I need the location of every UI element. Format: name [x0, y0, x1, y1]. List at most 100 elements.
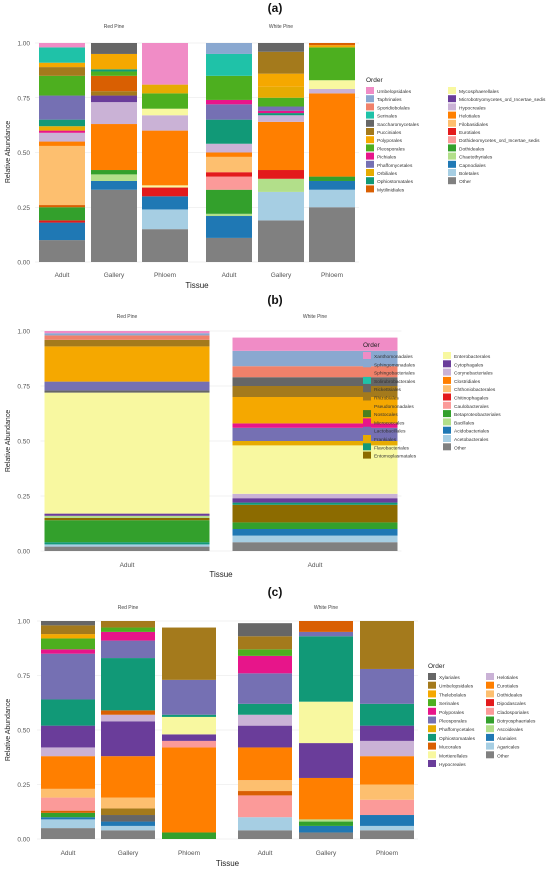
legend-label: Sphingobacteriales: [374, 371, 415, 377]
facet-title: White Pine: [269, 24, 293, 30]
legend-title: Order: [366, 77, 383, 84]
legend-label: Acetobacterales: [454, 437, 489, 443]
legend-label: Solirubrobacterales: [374, 379, 416, 385]
bar-segment: [41, 699, 95, 726]
bar-segment: [360, 799, 414, 816]
bar-segment: [238, 791, 292, 796]
bar-segment: [206, 172, 252, 177]
y-axis-title: Relative Abundance: [5, 121, 12, 183]
bar-segment: [258, 43, 304, 52]
legend-swatch: [428, 681, 436, 689]
bar-segment: [299, 621, 353, 632]
bar-segment: [206, 119, 252, 144]
bar-segment: [162, 747, 216, 833]
legend-swatch: [443, 352, 451, 359]
x-tick-label: Phloem: [376, 850, 398, 857]
bar-segment: [44, 333, 210, 336]
panel-label: (a): [268, 1, 283, 15]
bar-segment: [206, 189, 252, 214]
legend-label: Pichiales: [377, 155, 397, 161]
bar-segment: [299, 821, 353, 826]
legend-swatch: [486, 716, 494, 724]
legend-label: Chthoniobacterales: [454, 387, 496, 393]
legend-swatch: [363, 435, 371, 442]
legend-swatch: [428, 733, 436, 741]
legend-swatch: [448, 177, 456, 185]
bar-segment: [258, 220, 304, 262]
legend-swatch: [363, 368, 371, 376]
bar-segment: [39, 43, 85, 48]
legend-swatch: [443, 435, 451, 442]
y-axis-title: Relative Abundance: [5, 699, 12, 761]
legend-label: Serinales: [377, 114, 398, 120]
legend-swatch: [366, 111, 374, 119]
legend-swatch: [363, 376, 371, 384]
panel-b: (b) 0.00 0.25 0.50 0.75 1.00 Red Pine White Pin…: [5, 293, 501, 579]
bar-segment: [309, 88, 355, 94]
bar-segment: [101, 710, 155, 715]
legend-swatch: [366, 128, 374, 135]
legend-swatch: [366, 119, 374, 127]
y-tick-label: 1.00: [17, 329, 30, 336]
legend-label: Flavobacteriales: [374, 445, 410, 451]
bar-segment: [360, 668, 414, 704]
legend-label: Alaniales: [497, 736, 517, 742]
y-tick-label: 0.75: [17, 384, 30, 391]
legend-swatch: [448, 160, 456, 168]
x-tick-label: Adult: [61, 850, 76, 857]
legend-label: Helotiales: [459, 114, 481, 120]
bar-segment: [44, 520, 210, 543]
legend-swatch: [366, 136, 374, 144]
facet-title: Red Pine: [104, 24, 125, 30]
bar-segment: [39, 132, 85, 142]
legend-label: Agaricales: [497, 745, 520, 751]
legend-label: Hypocreales: [459, 105, 486, 111]
x-tick-label: Adult: [55, 272, 70, 279]
bar-segment: [162, 734, 216, 741]
legend-label: Microbotryomycetes_ord_Incertae_sedis: [459, 97, 546, 103]
bar-segment: [142, 185, 188, 188]
bar-segment: [44, 392, 210, 514]
y-tick-label: 0.50: [17, 150, 30, 157]
bar-segment: [39, 222, 85, 241]
legend-label: Orbiliales: [377, 171, 398, 177]
bar-segment: [91, 53, 137, 70]
y-tick-label: 0.00: [17, 549, 30, 556]
bar-segment: [238, 714, 292, 726]
legend-label: Betaproteobacteriales: [454, 412, 501, 418]
legend-swatch: [448, 169, 456, 176]
bar-segment: [44, 542, 210, 545]
legend-swatch: [363, 360, 371, 368]
legend-swatch: [366, 103, 374, 111]
x-tick-label: Adult: [258, 850, 273, 857]
bar-segment: [299, 777, 353, 820]
bar-segment: [41, 649, 95, 654]
legend-swatch: [448, 144, 456, 152]
bar-segment: [232, 423, 398, 428]
legend-label: Micrococcales: [374, 420, 405, 426]
legend-swatch: [486, 707, 494, 715]
legend-label: Eurotiales: [497, 684, 519, 690]
legend-swatch: [486, 690, 494, 698]
bar-segment: [142, 115, 188, 131]
legend-label: Eurotiales: [459, 130, 481, 136]
bar-segment: [101, 631, 155, 641]
legend-label: Ophiostomatales: [377, 179, 414, 185]
legend-label: Umbelopsidales: [377, 89, 412, 95]
bar-segment: [232, 504, 398, 523]
legend-swatch: [428, 725, 436, 733]
bar-segment: [232, 386, 398, 397]
legend-swatch: [428, 690, 436, 698]
bar-segment: [162, 832, 216, 839]
legend-swatch: [448, 136, 456, 144]
bar-segment: [309, 43, 355, 46]
x-tick-label: Adult: [222, 272, 237, 279]
legend-label: Ophiostomatales: [439, 736, 476, 742]
legend-label: Pleosporales: [439, 719, 467, 725]
bar-segment: [238, 649, 292, 656]
bar-segment: [39, 207, 85, 221]
bar-segment: [44, 544, 210, 547]
bar-segment: [360, 725, 414, 741]
legend-swatch: [366, 185, 374, 193]
legend-label: Umbelopsidales: [439, 684, 474, 690]
